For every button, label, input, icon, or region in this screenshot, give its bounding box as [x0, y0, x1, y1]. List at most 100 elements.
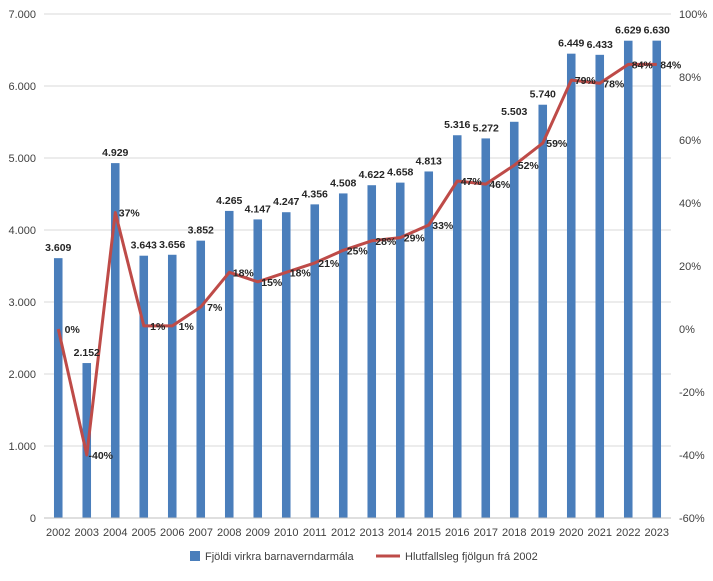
x-tick-label: 2006	[160, 527, 184, 539]
line-label-2011: 21%	[318, 258, 340, 270]
bar-label-2005: 3.643	[131, 240, 157, 252]
x-tick-label: 2015	[417, 527, 441, 539]
y-right-tick-label: -20%	[679, 387, 705, 399]
x-tick-label: 2018	[502, 527, 526, 539]
bar-label-2010: 4.247	[273, 196, 299, 208]
y-right-tick-label: 60%	[679, 135, 701, 147]
bar-series	[53, 40, 662, 519]
x-tick-label: 2021	[588, 527, 612, 539]
bar-2005	[139, 255, 149, 519]
bar-2012	[338, 193, 348, 518]
bar-2015	[424, 171, 434, 519]
bar-2003	[82, 363, 92, 518]
line-label-2008: 18%	[233, 267, 255, 279]
bar-2007	[196, 240, 206, 518]
bar-2016	[452, 135, 462, 519]
line-label-2013: 28%	[375, 236, 397, 248]
x-tick-label: 2009	[246, 527, 270, 539]
x-tick-label: 2023	[645, 527, 669, 539]
bar-label-2017: 5.272	[473, 122, 499, 134]
line-label-2005: 1%	[150, 321, 166, 333]
bar-2019	[538, 104, 548, 518]
line-label-2019: 59%	[546, 138, 568, 150]
bar-label-2004: 4.929	[102, 147, 128, 159]
line-label-2010: 18%	[290, 267, 312, 279]
y-left-tick-label: 7.000	[8, 9, 36, 21]
x-tick-label: 2003	[75, 527, 99, 539]
bar-label-2014: 4.658	[387, 167, 413, 179]
line-label-2004: 37%	[119, 207, 141, 219]
bar-2014	[395, 182, 405, 518]
x-tick-label: 2017	[474, 527, 498, 539]
bar-label-2011: 4.356	[302, 188, 328, 200]
bar-2013	[367, 185, 377, 518]
bar-label-2023: 6.630	[644, 25, 670, 37]
x-tick-label: 2007	[189, 527, 213, 539]
line-label-2020: 79%	[575, 75, 597, 87]
bar-label-2003: 2.152	[74, 347, 100, 359]
bar-label-2015: 4.813	[416, 155, 442, 167]
bar-2021	[595, 54, 605, 518]
line-label-2006: 1%	[179, 321, 195, 333]
y-left-tick-label: 0	[30, 513, 36, 525]
bar-label-2013: 4.622	[359, 169, 385, 181]
y-left-tick-label: 3.000	[8, 297, 36, 309]
y-left-tick-label: 1.000	[8, 441, 36, 453]
x-tick-label: 2013	[360, 527, 384, 539]
bar-2002	[53, 258, 63, 518]
bar-label-2019: 5.740	[530, 89, 556, 101]
x-tick-label: 2002	[46, 527, 70, 539]
y-right-tick-label: -60%	[679, 513, 705, 525]
legend-bar-swatch	[190, 551, 200, 561]
line-label-2015: 33%	[432, 220, 454, 232]
x-tick-label: 2008	[217, 527, 241, 539]
y-right-tick-label: 0%	[679, 324, 695, 336]
bar-2008	[224, 210, 234, 519]
bar-label-2007: 3.852	[188, 225, 214, 237]
line-label-2016: 47%	[461, 176, 483, 188]
line-data-labels: 0% -40% 37% 1% 1% 7% 18% 15% 18% 21% 25% 28% 29% 33% 4…	[65, 59, 682, 462]
line-label-2007: 7%	[207, 302, 223, 314]
line-label-2021: 78%	[603, 78, 625, 90]
line-label-2002: 0%	[65, 324, 81, 336]
bar-label-2020: 6.449	[558, 38, 584, 50]
legend: Fjöldi virkra barnaverndarmála Hlutfallsl…	[190, 551, 538, 563]
bar-2023	[652, 40, 662, 518]
y-left-tick-label: 5.000	[8, 153, 36, 165]
line-label-2009: 15%	[261, 277, 283, 289]
x-tick-label: 2004	[103, 527, 127, 539]
legend-line-label: Hlutfallsleg fjölgun frá 2002	[405, 551, 538, 563]
line-label-2023: 84%	[660, 59, 682, 71]
y-right-tick-label: 100%	[679, 9, 707, 21]
bar-label-2002: 3.609	[45, 242, 71, 254]
line-label-2012: 25%	[347, 245, 369, 257]
x-tick-label: 2014	[388, 527, 412, 539]
y-right-tick-label: 40%	[679, 198, 701, 210]
y-left-tick-label: 6.000	[8, 81, 36, 93]
bar-2011	[310, 204, 320, 519]
bar-label-2008: 4.265	[216, 195, 242, 207]
x-tick-label: 2010	[274, 527, 298, 539]
y-left-tick-label: 2.000	[8, 369, 36, 381]
bar-label-2009: 4.147	[245, 203, 271, 215]
bar-2018	[509, 121, 519, 518]
bar-2004	[110, 163, 120, 518]
line-label-2014: 29%	[404, 233, 426, 245]
x-tick-label: 2005	[132, 527, 156, 539]
line-label-2022: 84%	[632, 59, 654, 71]
bar-label-2006: 3.656	[159, 239, 185, 251]
line-label-2018: 52%	[518, 160, 540, 172]
x-tick-label: 2022	[616, 527, 640, 539]
bar-label-2022: 6.629	[615, 25, 641, 37]
x-tick-label: 2011	[303, 527, 327, 539]
bar-label-2016: 5.316	[444, 119, 470, 131]
y-right-tick-label: 80%	[679, 72, 701, 84]
y-right-tick-label: 20%	[679, 261, 701, 273]
bar-2009	[253, 219, 263, 518]
bar-label-2021: 6.433	[587, 39, 613, 51]
y-left-tick-label: 4.000	[8, 225, 36, 237]
y-right-tick-label: -40%	[679, 450, 705, 462]
